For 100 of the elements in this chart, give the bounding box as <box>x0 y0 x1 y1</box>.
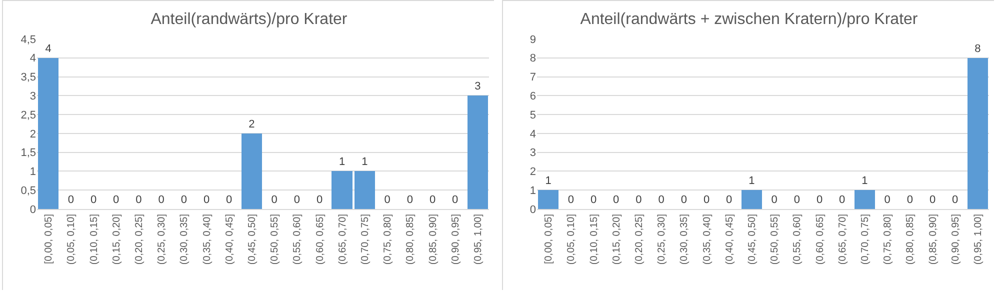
x-tick-label: (0,65, 0,70] <box>837 214 848 265</box>
x-tick-label: (0,45, 0,50] <box>246 214 258 265</box>
data-label: 0 <box>771 194 778 206</box>
x-tick-label: (0,95, 1,00] <box>472 214 484 265</box>
x-tick-label: (0,55, 0,60] <box>792 214 804 265</box>
y-tick-label: 1,5 <box>20 147 36 160</box>
data-label: 1 <box>748 175 755 188</box>
y-tick-label: 9 <box>530 34 536 46</box>
data-label: 0 <box>452 194 458 206</box>
data-label: 0 <box>726 194 732 206</box>
x-tick-label: (0,80, 0,85] <box>905 214 916 265</box>
data-label: 0 <box>316 194 323 206</box>
data-label: 0 <box>794 194 800 206</box>
bar <box>467 96 488 209</box>
y-tick-label: 5 <box>530 109 536 122</box>
x-tick-label: (0,75, 0,80] <box>382 214 394 265</box>
y-tick-label: 3,5 <box>20 72 36 84</box>
data-label: 0 <box>816 194 823 206</box>
data-label: 0 <box>703 194 710 206</box>
x-tick-label: (0,85, 0,90] <box>428 214 439 265</box>
chart-title: Anteil(randwärts)/pro Krater <box>150 10 348 28</box>
y-tick-label: 6 <box>530 90 536 103</box>
data-label: 0 <box>906 194 913 206</box>
data-label: 1 <box>339 156 346 168</box>
y-tick-label: 3 <box>530 147 536 160</box>
bar <box>332 171 352 209</box>
x-tick-label: (0,45, 0,50] <box>746 214 758 265</box>
data-label: 4 <box>45 42 52 55</box>
y-tick-label: 0,5 <box>20 184 36 197</box>
data-label: 0 <box>590 194 597 206</box>
data-label: 0 <box>294 194 300 206</box>
chart-title: Anteil(randwärts + zwischen Kratern)/pro Krater <box>580 10 918 28</box>
bar <box>241 133 262 209</box>
x-tick-label: (0,65, 0,70] <box>337 214 348 265</box>
data-label: 2 <box>248 118 255 130</box>
x-tick-label: (0,15, 0,20] <box>611 214 622 265</box>
y-tick-label: 2 <box>30 128 36 140</box>
bar <box>38 58 59 209</box>
x-tick-label: (0,90, 0,95] <box>450 214 462 265</box>
x-tick-label: (0,10, 0,15] <box>588 214 600 265</box>
data-label: 0 <box>226 194 232 206</box>
data-label: 0 <box>271 194 278 206</box>
y-tick-label: 0 <box>530 204 536 216</box>
data-label: 0 <box>658 194 664 206</box>
x-tick-label: (0,85, 0,90] <box>928 214 939 265</box>
x-tick-label: (0,20, 0,25] <box>634 214 645 265</box>
y-tick-label: 4 <box>530 128 536 140</box>
x-tick-label: (0,25, 0,30] <box>656 214 668 265</box>
data-label: 1 <box>362 156 368 168</box>
data-label: 0 <box>158 194 164 206</box>
x-tick-label: (0,60, 0,65] <box>814 214 826 265</box>
data-label: 0 <box>406 194 413 206</box>
data-label: 0 <box>203 194 210 206</box>
x-tick-label: (0,40, 0,45] <box>224 214 236 265</box>
data-label: 0 <box>384 194 390 206</box>
x-tick-label: (0,70, 0,75] <box>860 214 871 265</box>
x-tick-label: (0,35, 0,40] <box>702 214 713 265</box>
x-tick-label: (0,60, 0,65] <box>314 214 326 265</box>
x-tick-label: (0,20, 0,25] <box>134 214 145 265</box>
x-tick-label: (0,25, 0,30] <box>156 214 168 265</box>
x-tick-label: (0,30, 0,35] <box>679 214 690 265</box>
x-tick-label: (0,75, 0,80] <box>882 214 894 265</box>
x-tick-label: (0,55, 0,60] <box>292 214 304 265</box>
y-tick-label: 3 <box>30 90 36 103</box>
data-label: 0 <box>613 194 620 206</box>
x-tick-label: (0,50, 0,55] <box>270 214 281 265</box>
data-label: 1 <box>545 175 552 188</box>
data-label: 0 <box>68 194 74 206</box>
data-label: 0 <box>952 194 958 206</box>
y-tick-label: 4 <box>30 52 36 65</box>
data-label: 0 <box>839 194 846 206</box>
y-tick-label: 2,5 <box>20 109 36 122</box>
y-tick-label: 0 <box>30 204 36 216</box>
x-tick-label: (0,80, 0,85] <box>405 214 416 265</box>
x-tick-label: (0,05, 0,10] <box>566 214 578 265</box>
data-label: 0 <box>136 194 142 206</box>
data-label: 0 <box>90 194 97 206</box>
x-tick-label: (0,95, 1,00] <box>972 214 984 265</box>
x-tick-label: (0,70, 0,75] <box>360 214 371 265</box>
x-tick-label: (0,90, 0,95] <box>950 214 962 265</box>
y-tick-label: 4,5 <box>20 34 36 46</box>
data-label: 0 <box>113 194 120 206</box>
y-tick-label: 2 <box>530 166 536 178</box>
x-tick-label: (0,05, 0,10] <box>66 214 78 265</box>
x-tick-label: [0,00, 0,05] <box>44 214 55 264</box>
x-tick-label: [0,00, 0,05] <box>544 214 555 264</box>
x-tick-label: (0,40, 0,45] <box>724 214 736 265</box>
data-label: 0 <box>636 194 642 206</box>
data-label: 1 <box>862 175 868 188</box>
x-tick-label: (0,15, 0,20] <box>111 214 122 265</box>
data-label: 0 <box>680 194 687 206</box>
y-tick-label: 8 <box>530 52 536 65</box>
x-tick-label: (0,30, 0,35] <box>179 214 190 265</box>
data-label: 0 <box>929 194 936 206</box>
data-label: 0 <box>429 194 436 206</box>
y-tick-label: 7 <box>530 72 536 84</box>
x-tick-label: (0,35, 0,40] <box>202 214 213 265</box>
x-tick-label: (0,10, 0,15] <box>88 214 100 265</box>
data-label: 0 <box>884 194 890 206</box>
bar <box>354 171 376 209</box>
